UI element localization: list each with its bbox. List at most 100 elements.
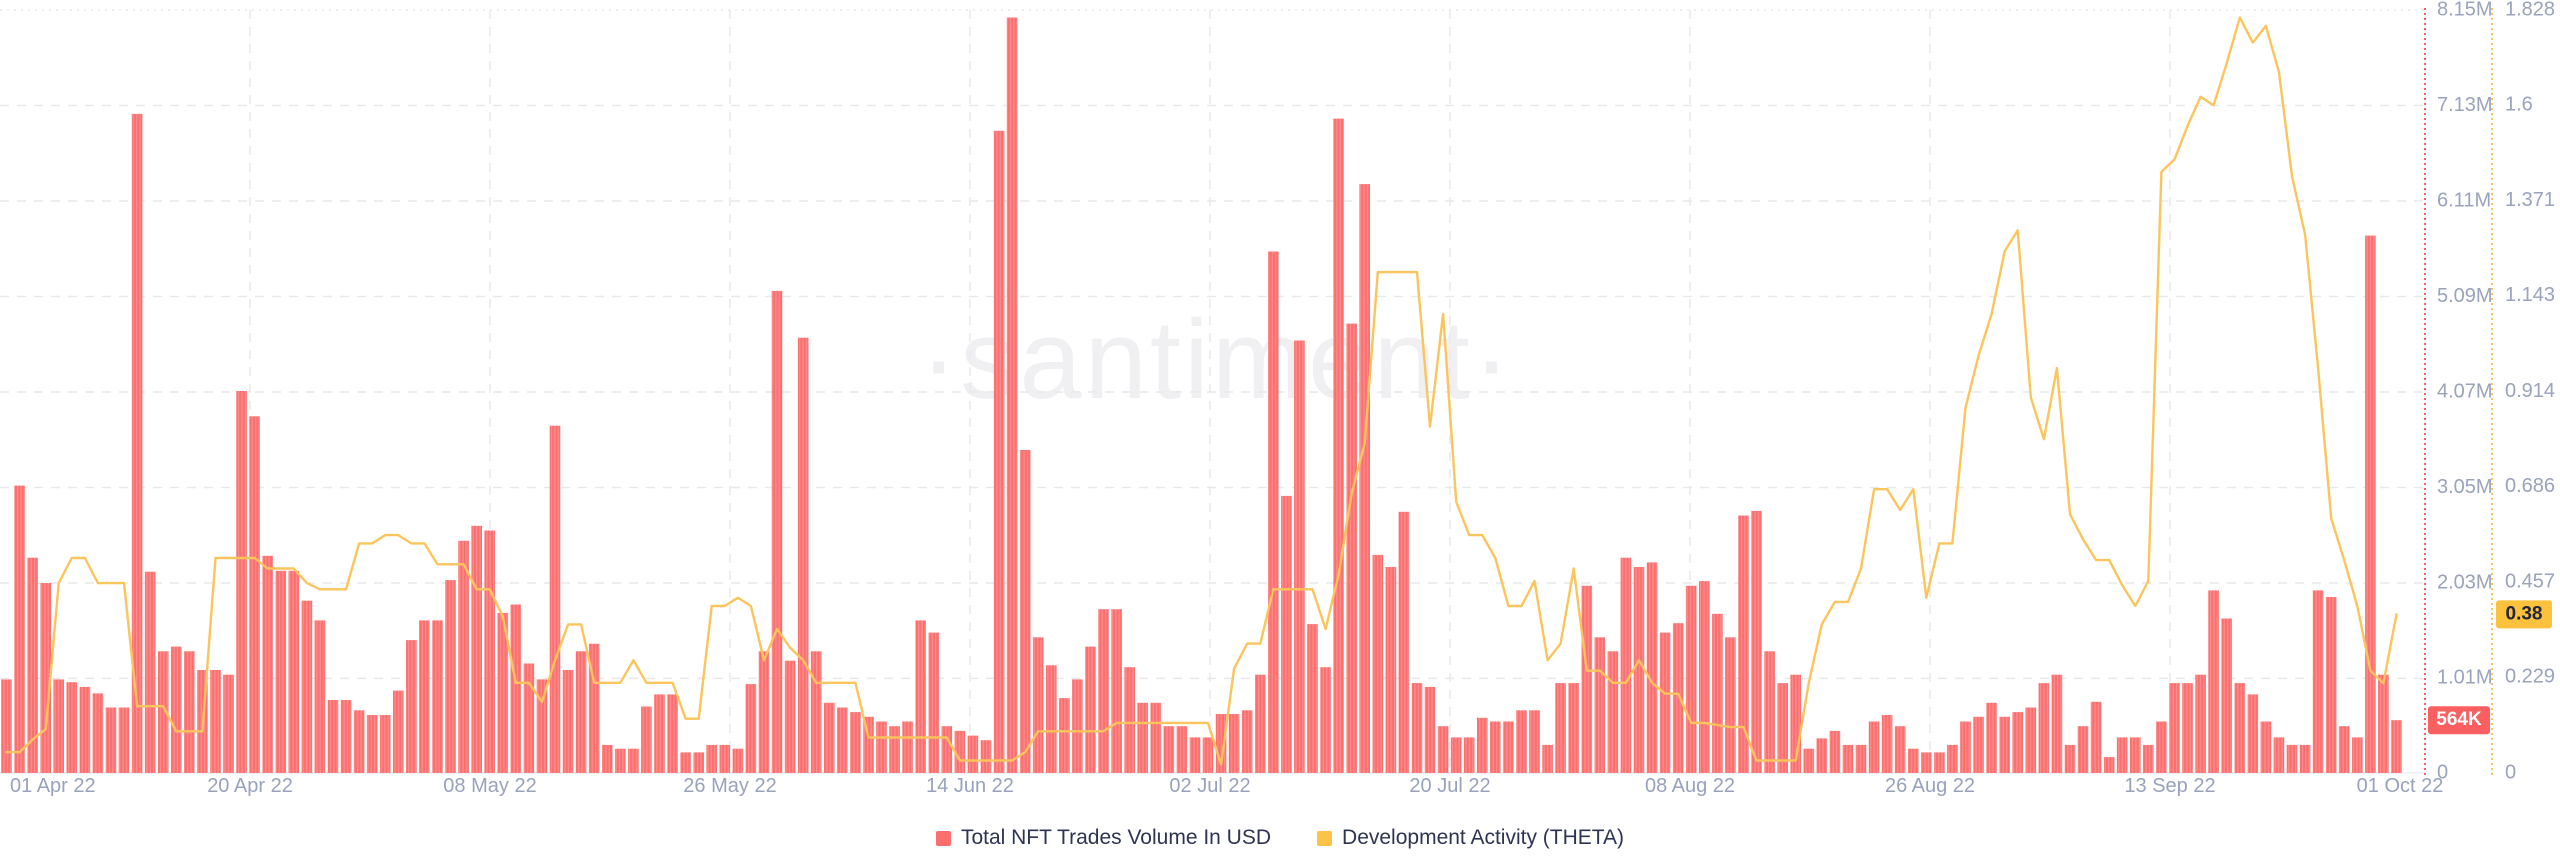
volume-bar[interactable] bbox=[1032, 637, 1044, 773]
volume-bar[interactable] bbox=[1934, 752, 1945, 773]
volume-bar[interactable] bbox=[2391, 720, 2402, 773]
volume-bar[interactable] bbox=[784, 660, 796, 773]
volume-bar[interactable] bbox=[797, 337, 809, 773]
volume-bar[interactable] bbox=[1568, 683, 1579, 773]
volume-bar[interactable] bbox=[53, 679, 64, 773]
volume-bar[interactable] bbox=[2143, 744, 2154, 773]
volume-bar[interactable] bbox=[1085, 646, 1096, 773]
volume-bar[interactable] bbox=[1738, 515, 1749, 774]
volume-bar[interactable] bbox=[2286, 744, 2298, 773]
volume-bar[interactable] bbox=[719, 744, 731, 773]
volume-bar[interactable] bbox=[1607, 651, 1619, 773]
volume-bar[interactable] bbox=[1790, 674, 1801, 773]
volume-bar[interactable] bbox=[1646, 562, 1658, 773]
volume-bar[interactable] bbox=[1385, 567, 1397, 773]
volume-bar[interactable] bbox=[2090, 701, 2102, 773]
volume-bar[interactable] bbox=[2064, 744, 2076, 773]
volume-bar[interactable] bbox=[1228, 714, 1240, 773]
volume-bar[interactable] bbox=[1163, 726, 1175, 773]
volume-bar[interactable] bbox=[2182, 683, 2193, 773]
volume-bar[interactable] bbox=[915, 620, 926, 773]
volume-bar[interactable] bbox=[419, 620, 430, 773]
volume-bar[interactable] bbox=[615, 748, 626, 773]
volume-bar[interactable] bbox=[1986, 702, 1997, 773]
volume-bar[interactable] bbox=[1712, 613, 1723, 773]
volume-bar[interactable] bbox=[2221, 618, 2232, 774]
volume-bar[interactable] bbox=[1594, 637, 1606, 773]
volume-bar[interactable] bbox=[1281, 495, 1292, 773]
volume-bar[interactable] bbox=[2365, 235, 2376, 774]
volume-bar[interactable] bbox=[1894, 726, 1906, 773]
volume-bar[interactable] bbox=[1490, 721, 1501, 774]
volume-bar[interactable] bbox=[131, 113, 143, 773]
volume-bar[interactable] bbox=[184, 651, 195, 773]
volume-bar[interactable] bbox=[393, 690, 404, 773]
volume-bar[interactable] bbox=[236, 391, 247, 773]
volume-bar[interactable] bbox=[1908, 748, 1919, 773]
volume-bar[interactable] bbox=[157, 651, 169, 773]
volume-bar[interactable] bbox=[850, 712, 861, 773]
volume-bar[interactable] bbox=[510, 604, 522, 774]
volume-bar[interactable] bbox=[79, 686, 91, 773]
volume-bar[interactable] bbox=[1398, 511, 1410, 773]
volume-bar[interactable] bbox=[2352, 737, 2363, 773]
volume-bar[interactable] bbox=[1137, 702, 1148, 773]
volume-bar[interactable] bbox=[2156, 721, 2167, 774]
volume-bar[interactable] bbox=[1477, 717, 1488, 773]
volume-bar[interactable] bbox=[2378, 674, 2389, 773]
volume-bar[interactable] bbox=[863, 716, 874, 773]
volume-bar[interactable] bbox=[1973, 716, 1984, 773]
volume-bar[interactable] bbox=[732, 748, 744, 773]
volume-bar[interactable] bbox=[471, 525, 482, 773]
volume-bar[interactable] bbox=[941, 726, 953, 773]
volume-bar[interactable] bbox=[1059, 698, 1070, 773]
volume-bar[interactable] bbox=[144, 571, 156, 773]
volume-bar[interactable] bbox=[1320, 667, 1331, 773]
volume-bar[interactable] bbox=[379, 715, 391, 773]
volume-bar[interactable] bbox=[1581, 585, 1593, 773]
volume-bar[interactable] bbox=[484, 530, 495, 774]
volume-bar[interactable] bbox=[1960, 721, 1971, 774]
volume-bar[interactable] bbox=[771, 290, 783, 773]
volume-bar[interactable] bbox=[1150, 702, 1162, 773]
volume-bar[interactable] bbox=[2025, 707, 2037, 774]
volume-bar[interactable] bbox=[2208, 590, 2219, 773]
volume-bar[interactable] bbox=[210, 670, 221, 773]
volume-bar[interactable] bbox=[1659, 632, 1671, 773]
volume-bar[interactable] bbox=[536, 679, 548, 773]
volume-bar[interactable] bbox=[353, 710, 365, 773]
volume-bar[interactable] bbox=[2012, 712, 2023, 773]
volume-bar[interactable] bbox=[575, 651, 587, 773]
volume-bar[interactable] bbox=[249, 416, 260, 773]
volume-bar[interactable] bbox=[1542, 744, 1553, 773]
volume-bar[interactable] bbox=[223, 674, 234, 773]
volume-bar[interactable] bbox=[1450, 737, 1462, 773]
volume-bar[interactable] bbox=[654, 694, 665, 773]
volume-bar[interactable] bbox=[66, 682, 78, 773]
volume-bar[interactable] bbox=[602, 744, 613, 773]
volume-bar[interactable] bbox=[824, 702, 835, 773]
volume-bar[interactable] bbox=[406, 640, 417, 773]
volume-bar[interactable] bbox=[1176, 726, 1188, 773]
volume-bar[interactable] bbox=[1672, 623, 1684, 773]
volume-bar[interactable] bbox=[889, 726, 900, 773]
volume-bar[interactable] bbox=[1881, 715, 1893, 773]
volume-bar[interactable] bbox=[1333, 118, 1344, 774]
volume-bar[interactable] bbox=[288, 570, 300, 773]
volume-bar[interactable] bbox=[1803, 748, 1815, 773]
volume-bar[interactable] bbox=[1, 679, 12, 773]
volume-bar[interactable] bbox=[2169, 683, 2180, 773]
volume-bar[interactable] bbox=[1072, 679, 1083, 773]
volume-bar[interactable] bbox=[1463, 737, 1475, 773]
volume-bar[interactable] bbox=[105, 707, 117, 774]
volume-bar[interactable] bbox=[993, 130, 1005, 774]
volume-bar[interactable] bbox=[314, 620, 326, 773]
volume-bar[interactable] bbox=[1947, 744, 1958, 773]
volume-bar[interactable] bbox=[2247, 694, 2259, 773]
volume-bar[interactable] bbox=[562, 670, 574, 773]
volume-bar[interactable] bbox=[1699, 581, 1710, 773]
volume-bar[interactable] bbox=[902, 721, 913, 774]
volume-bar[interactable] bbox=[667, 694, 678, 773]
volume-bar[interactable] bbox=[2325, 597, 2337, 773]
